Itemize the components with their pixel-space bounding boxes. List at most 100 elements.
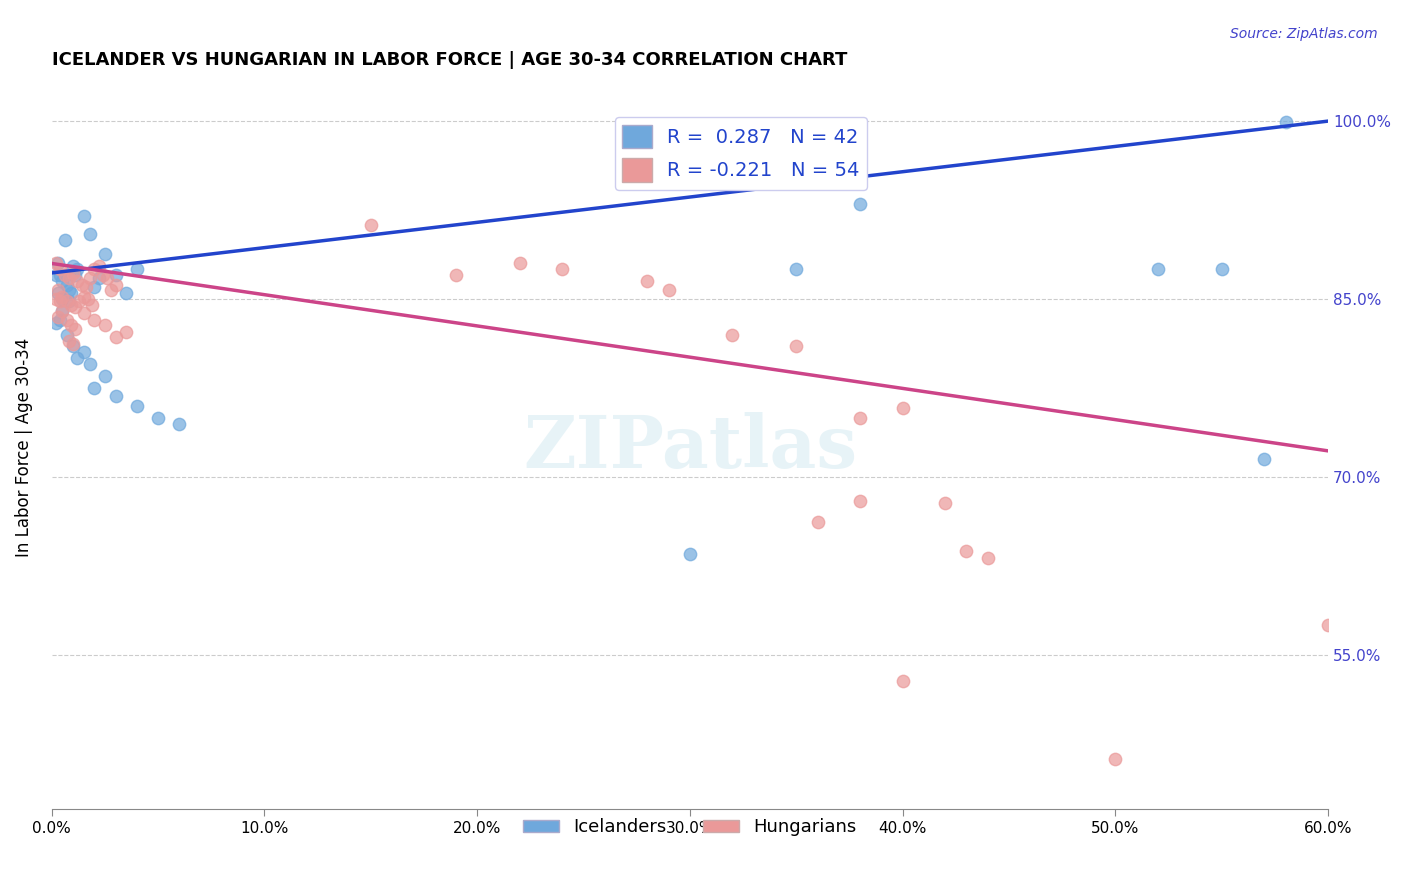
Text: Source: ZipAtlas.com: Source: ZipAtlas.com — [1230, 27, 1378, 41]
Point — [46, 283, 69, 297]
Point — [360, 219, 382, 233]
Point — [785, 339, 807, 353]
Point — [51, 304, 73, 318]
Point — [51, 292, 73, 306]
Point — [1211, 262, 1233, 277]
Point — [49, 294, 72, 309]
Point — [62, 266, 84, 280]
Point — [46, 286, 69, 301]
Point — [66, 351, 89, 366]
Point — [46, 310, 69, 324]
Point — [1147, 262, 1170, 277]
Point — [1274, 115, 1296, 129]
Point — [444, 268, 467, 283]
Point — [104, 277, 127, 292]
Point — [62, 337, 84, 351]
Point — [45, 256, 67, 270]
Point — [955, 543, 977, 558]
Point — [58, 270, 80, 285]
Point — [87, 270, 110, 285]
Point — [104, 268, 127, 283]
Point — [125, 262, 148, 277]
Point — [658, 283, 681, 297]
Point — [58, 334, 80, 348]
Point — [806, 515, 828, 529]
Point — [73, 306, 96, 320]
Point — [45, 316, 67, 330]
Point — [977, 550, 1000, 565]
Point — [67, 294, 90, 309]
Point — [51, 304, 73, 318]
Point — [63, 321, 86, 335]
Point — [125, 399, 148, 413]
Point — [55, 277, 77, 292]
Point — [115, 325, 138, 339]
Point — [509, 256, 531, 270]
Point — [55, 313, 77, 327]
Point — [53, 268, 76, 283]
Point — [58, 294, 80, 309]
Point — [77, 292, 100, 306]
Point — [45, 268, 67, 283]
Point — [59, 298, 82, 312]
Legend: Icelanders, Hungarians: Icelanders, Hungarians — [516, 811, 865, 844]
Point — [96, 270, 118, 285]
Point — [1253, 452, 1275, 467]
Point — [53, 233, 76, 247]
Point — [849, 197, 872, 211]
Point — [1402, 630, 1406, 644]
Point — [55, 294, 77, 309]
Point — [49, 268, 72, 283]
Point — [66, 274, 89, 288]
Point — [636, 274, 658, 288]
Point — [70, 277, 93, 292]
Point — [83, 313, 105, 327]
Point — [891, 673, 914, 688]
Point — [1317, 618, 1340, 632]
Point — [87, 259, 110, 273]
Point — [94, 318, 117, 333]
Point — [58, 283, 80, 297]
Point — [104, 389, 127, 403]
Point — [63, 301, 86, 315]
Point — [91, 268, 114, 283]
Point — [63, 268, 86, 283]
Point — [83, 381, 105, 395]
Point — [59, 286, 82, 301]
Point — [62, 259, 84, 273]
Point — [51, 274, 73, 288]
Text: ZIPatlas: ZIPatlas — [523, 412, 858, 483]
Point — [75, 280, 97, 294]
Point — [62, 339, 84, 353]
Point — [100, 283, 122, 297]
Point — [59, 318, 82, 333]
Point — [73, 345, 96, 359]
Point — [79, 270, 101, 285]
Point — [721, 327, 744, 342]
Point — [94, 369, 117, 384]
Point — [49, 262, 72, 277]
Point — [66, 262, 89, 277]
Point — [785, 262, 807, 277]
Point — [849, 493, 872, 508]
Point — [51, 290, 73, 304]
Point — [73, 209, 96, 223]
Point — [104, 330, 127, 344]
Point — [79, 227, 101, 241]
Point — [94, 247, 117, 261]
Point — [551, 262, 574, 277]
Point — [169, 417, 191, 431]
Point — [891, 401, 914, 416]
Text: ICELANDER VS HUNGARIAN IN LABOR FORCE | AGE 30-34 CORRELATION CHART: ICELANDER VS HUNGARIAN IN LABOR FORCE | … — [52, 51, 848, 69]
Point — [79, 357, 101, 371]
Point — [49, 313, 72, 327]
Point — [934, 496, 956, 510]
Point — [82, 298, 104, 312]
Point — [46, 256, 69, 270]
Point — [146, 410, 169, 425]
Y-axis label: In Labor Force | Age 30-34: In Labor Force | Age 30-34 — [15, 338, 32, 557]
Point — [1104, 752, 1126, 766]
Point — [83, 262, 105, 277]
Point — [55, 327, 77, 342]
Point — [45, 292, 67, 306]
